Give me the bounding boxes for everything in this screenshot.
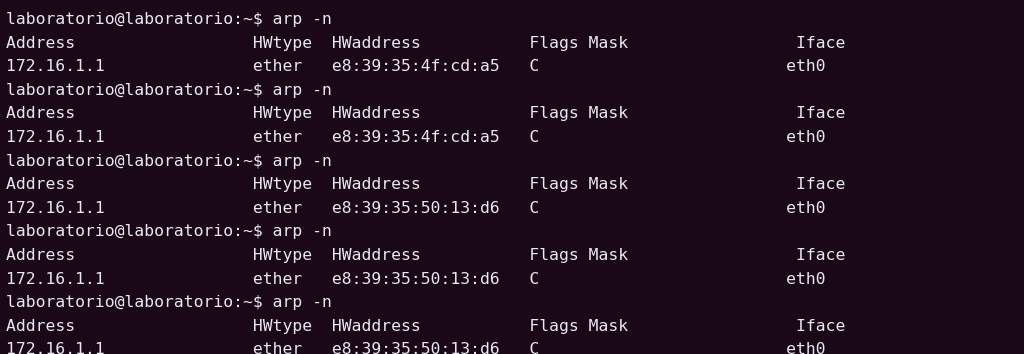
- Text: laboratorio@laboratorio:~$ arp -n: laboratorio@laboratorio:~$ arp -n: [6, 83, 332, 98]
- Text: 172.16.1.1               ether   e8:39:35:4f:cd:a5   C                         e: 172.16.1.1 ether e8:39:35:4f:cd:a5 C e: [6, 130, 825, 145]
- Text: 172.16.1.1               ether   e8:39:35:50:13:d6   C                         e: 172.16.1.1 ether e8:39:35:50:13:d6 C e: [6, 342, 825, 354]
- Text: laboratorio@laboratorio:~$ arp -n: laboratorio@laboratorio:~$ arp -n: [6, 12, 332, 27]
- Text: 172.16.1.1               ether   e8:39:35:4f:cd:a5   C                         e: 172.16.1.1 ether e8:39:35:4f:cd:a5 C e: [6, 59, 825, 74]
- Text: laboratorio@laboratorio:~$ arp -n: laboratorio@laboratorio:~$ arp -n: [6, 154, 332, 169]
- Text: Address                  HWtype  HWaddress           Flags Mask                 : Address HWtype HWaddress Flags Mask: [6, 36, 846, 51]
- Text: Address                  HWtype  HWaddress           Flags Mask                 : Address HWtype HWaddress Flags Mask: [6, 177, 846, 192]
- Text: laboratorio@laboratorio:~$ arp -n: laboratorio@laboratorio:~$ arp -n: [6, 224, 332, 239]
- Text: 172.16.1.1               ether   e8:39:35:50:13:d6   C                         e: 172.16.1.1 ether e8:39:35:50:13:d6 C e: [6, 201, 825, 216]
- Text: Address                  HWtype  HWaddress           Flags Mask                 : Address HWtype HWaddress Flags Mask: [6, 319, 846, 334]
- Text: Address                  HWtype  HWaddress           Flags Mask                 : Address HWtype HWaddress Flags Mask: [6, 107, 846, 121]
- Text: 172.16.1.1               ether   e8:39:35:50:13:d6   C                         e: 172.16.1.1 ether e8:39:35:50:13:d6 C e: [6, 272, 825, 287]
- Text: Address                  HWtype  HWaddress           Flags Mask                 : Address HWtype HWaddress Flags Mask: [6, 248, 846, 263]
- Text: laboratorio@laboratorio:~$ arp -n: laboratorio@laboratorio:~$ arp -n: [6, 295, 332, 310]
